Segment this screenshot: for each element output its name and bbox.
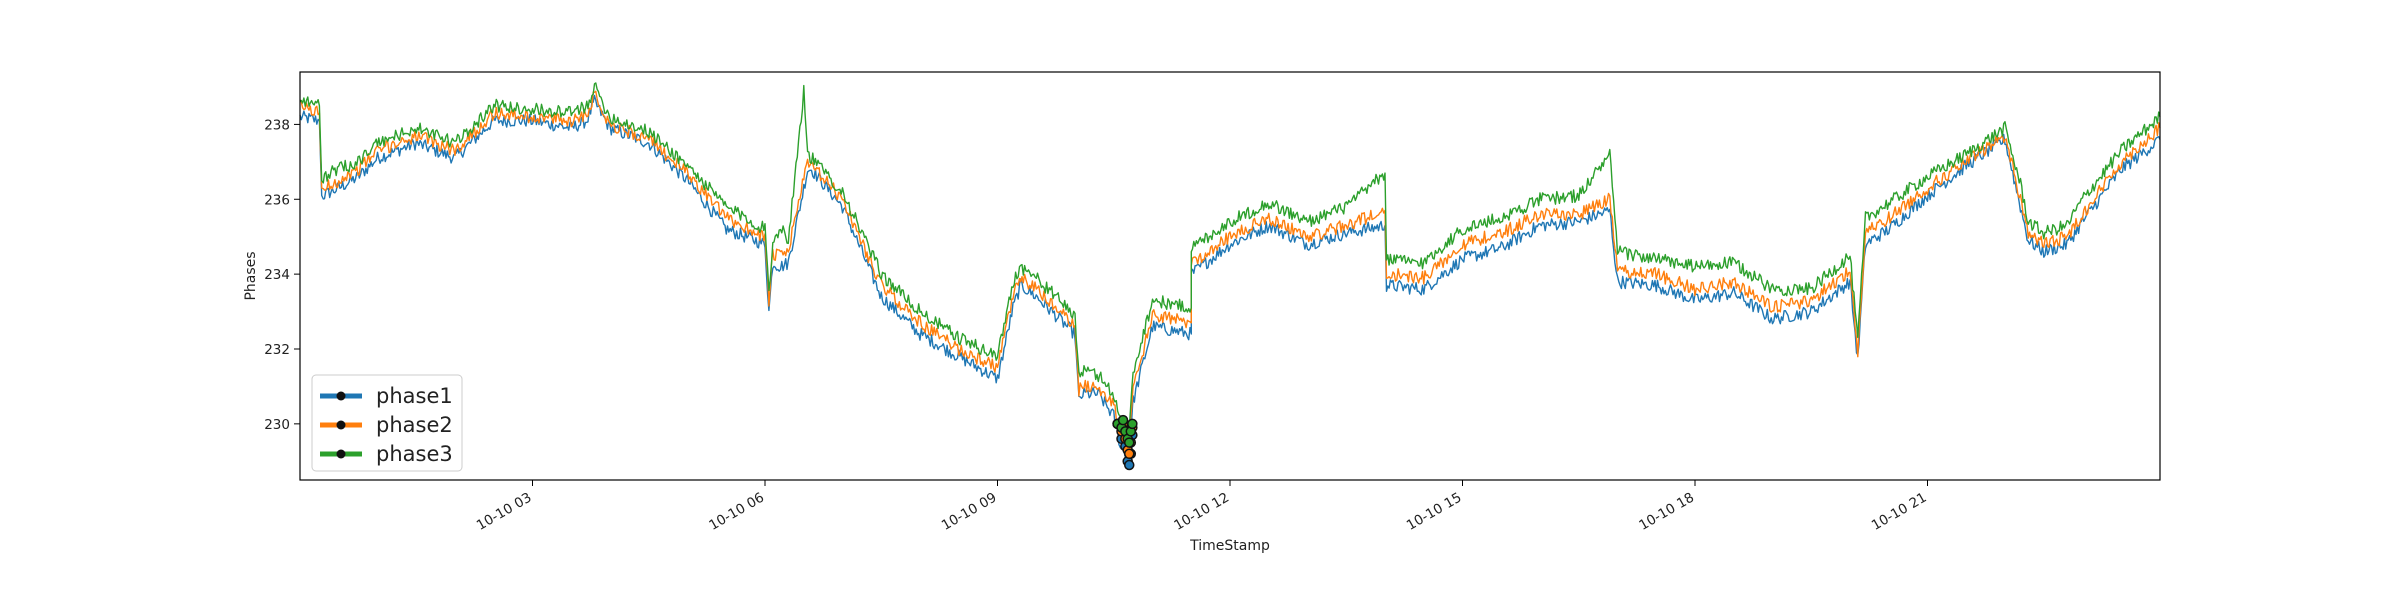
legend: phase1 phase2 phase3 <box>311 374 463 472</box>
x-axis: 10-10 03 10-10 06 10-10 09 10-10 12 10-10 15… <box>474 480 1930 534</box>
x-tick-label: 10-10 03 <box>474 490 535 534</box>
phase2-line <box>299 90 2161 447</box>
y-axis: 230 232 234 236 238 <box>264 117 300 433</box>
x-tick-label: 10-10 15 <box>1404 490 1465 534</box>
legend-marker <box>336 420 346 430</box>
x-tick-label: 10-10 06 <box>706 490 767 534</box>
phase3-marker <box>1127 418 1138 430</box>
legend-marker <box>336 449 346 459</box>
y-tick-label: 232 <box>264 342 290 358</box>
legend-label: phase2 <box>376 413 453 437</box>
y-tick-label: 238 <box>264 117 290 133</box>
y-tick-label: 234 <box>264 267 290 283</box>
legend-label: phase3 <box>376 442 453 466</box>
y-tick-label: 236 <box>264 192 290 208</box>
x-tick-label: 10-10 12 <box>1171 490 1232 534</box>
legend-box <box>311 374 463 472</box>
x-tick-label: 10-10 21 <box>1869 490 1930 534</box>
phase1-line <box>299 94 2161 458</box>
marker-layer <box>1112 414 1138 471</box>
phase2-marker <box>1124 448 1135 460</box>
plot-area <box>300 72 2160 480</box>
x-axis-label: TimeStamp <box>1189 538 1270 554</box>
phase1-marker <box>1124 459 1135 471</box>
series-layer <box>299 82 2161 458</box>
legend-label: phase1 <box>376 384 453 408</box>
legend-marker <box>336 391 346 401</box>
x-tick-label: 10-10 09 <box>939 490 1000 534</box>
phase3-marker <box>1124 437 1135 448</box>
phase3-marker <box>1117 414 1129 426</box>
y-axis-label: Phases <box>243 251 259 300</box>
x-tick-label: 10-10 18 <box>1636 490 1697 534</box>
phase3-line <box>299 82 2161 434</box>
y-tick-label: 230 <box>264 417 290 433</box>
